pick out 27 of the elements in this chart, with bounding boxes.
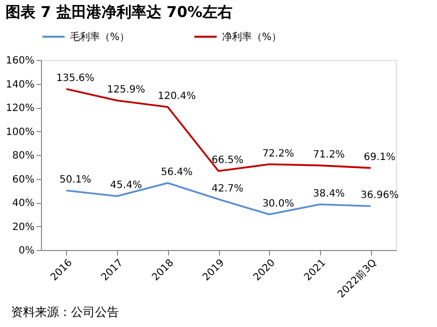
y-tick-label: 40% bbox=[12, 198, 34, 209]
y-tick-label: 120% bbox=[6, 103, 34, 114]
data-label: 125.9% bbox=[107, 84, 146, 96]
data-label: 71.2% bbox=[313, 149, 345, 160]
data-label: 66.5% bbox=[212, 155, 244, 166]
y-tick-label: 140% bbox=[6, 79, 34, 90]
y-tick-label: 160% bbox=[6, 56, 34, 66]
data-label: 36.96% bbox=[360, 190, 399, 202]
data-label: 38.4% bbox=[313, 188, 345, 200]
y-tick-label: 20% bbox=[12, 222, 34, 233]
y-tick-label: 100% bbox=[6, 126, 34, 138]
y-tick-label: 0% bbox=[18, 246, 34, 256]
data-label: 72.2% bbox=[262, 148, 294, 160]
y-tick-label: 80% bbox=[12, 150, 34, 162]
data-label: 69.1% bbox=[364, 152, 396, 163]
data-label: 50.1% bbox=[59, 174, 92, 186]
data-label: 30.0% bbox=[262, 198, 294, 210]
data-label: 135.6% bbox=[56, 72, 94, 84]
legend-label: 毛利率（%） bbox=[70, 30, 130, 43]
y-tick-label: 60% bbox=[12, 174, 34, 186]
data-label: 56.4% bbox=[160, 167, 193, 178]
text: 资料来源：公司公告 bbox=[11, 305, 119, 319]
data-label: 42.7% bbox=[212, 183, 244, 194]
chart-title: 图表 7 盐田港净利率达 70%左右 bbox=[5, 3, 232, 21]
legend-label: 净利率（%） bbox=[222, 30, 282, 43]
data-label: 45.4% bbox=[110, 180, 142, 192]
data-label: 120.4% bbox=[158, 91, 196, 102]
